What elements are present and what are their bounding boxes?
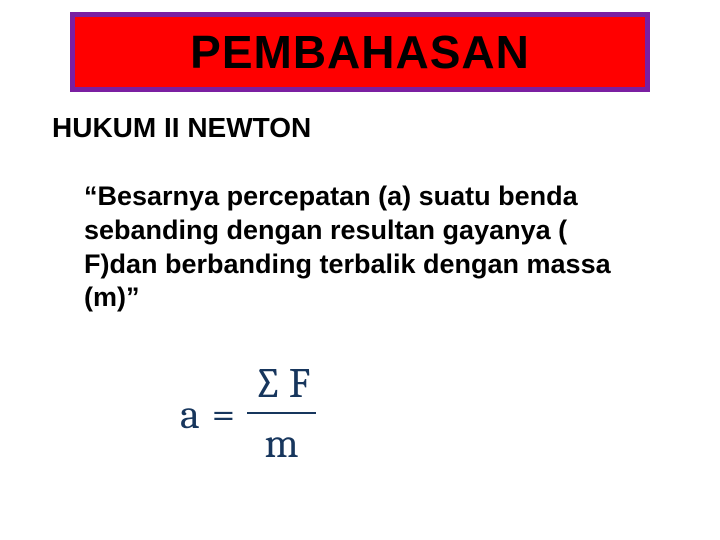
formula-num-var: F — [289, 360, 310, 408]
title-text: PEMBAHASAN — [190, 25, 530, 79]
formula-denominator: m — [265, 414, 299, 468]
body-text: “Besarnya percepatan (a) suatu benda seb… — [84, 180, 644, 315]
sigma-symbol: ∑ — [253, 360, 283, 408]
formula: a = ∑ F m — [180, 360, 316, 469]
formula-equals: = — [212, 390, 235, 439]
formula-numerator: ∑ F — [247, 360, 316, 414]
formula-fraction: ∑ F m — [247, 360, 316, 469]
title-box: PEMBAHASAN — [70, 12, 650, 92]
subtitle: HUKUM II NEWTON — [52, 112, 311, 144]
formula-lhs: a — [180, 390, 200, 439]
